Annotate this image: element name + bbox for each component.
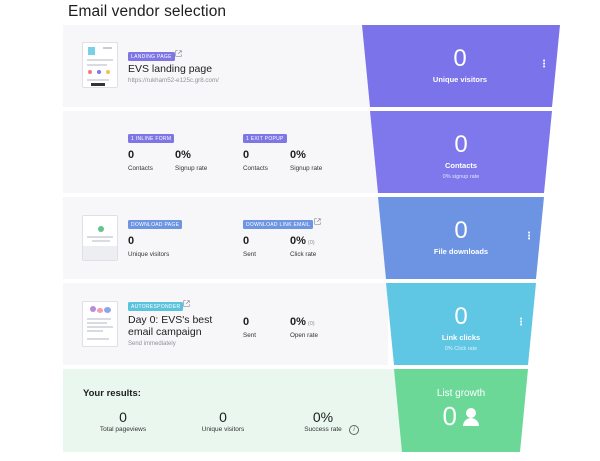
external-link-icon[interactable] <box>314 218 321 225</box>
page-title: Email vendor selection <box>68 3 227 20</box>
inline-contacts-value: 0 <box>128 149 135 161</box>
landing-page-row[interactable]: LANDING PAGE EVS landing page https://ru… <box>63 25 388 107</box>
stage1-text: 0 Unique visitors <box>400 45 520 85</box>
landing-page-badge: LANDING PAGE <box>128 52 175 61</box>
stage4-text: 0 Link clicks 0% Click rate <box>401 303 521 353</box>
person-icon <box>463 407 480 426</box>
success-rate-label: Success rate <box>304 426 342 433</box>
forms-row: 1 INLINE FORM 0 Contacts 0% Signup rate … <box>63 111 388 193</box>
inline-form-badge[interactable]: 1 INLINE FORM <box>128 134 175 143</box>
stage2-text: 0 Contacts 0% signup rate <box>401 131 521 181</box>
stage3-menu-icon[interactable]: ⋮ <box>524 231 534 242</box>
inline-contacts-label: Contacts <box>128 165 153 172</box>
stage3-label: File downloads <box>433 247 489 256</box>
stage4-value: 0 <box>454 303 468 330</box>
stage4-label: Link clicks <box>441 333 481 342</box>
results-title: Your results: <box>83 388 141 399</box>
download-row: DOWNLOAD PAGE 0 Unique visitors DOWNLOAD… <box>63 197 388 279</box>
stage2-value: 0 <box>454 131 468 158</box>
download-page-thumbnail[interactable] <box>82 215 118 261</box>
autoresponder-schedule: Send immediately <box>128 341 176 347</box>
unique-visitors-label: Unique visitors <box>201 426 245 433</box>
stage3-value: 0 <box>454 217 468 244</box>
exit-popup-badge[interactable]: 1 EXIT POPUP <box>243 134 287 143</box>
landing-page-title[interactable]: EVS landing page <box>128 63 213 75</box>
landing-page-thumbnail[interactable] <box>82 42 118 88</box>
funnel-stage-file-downloads[interactable] <box>378 197 544 279</box>
exit-signup-label: Signup rate <box>290 165 323 172</box>
landing-page-url[interactable]: https://rukham52-e125c.gr8.com/ <box>128 77 219 84</box>
exit-signup-value: 0% <box>290 149 306 161</box>
autoresponder-badge[interactable]: AUTORESPONDER <box>128 302 184 311</box>
stage5-label: List growth <box>436 388 486 399</box>
autoresponder-open-label: Open rate <box>290 332 319 339</box>
autoresponder-row: AUTORESPONDER Day 0: EVS's best email ca… <box>63 283 388 365</box>
download-visitors-label: Unique visitors <box>128 251 170 258</box>
autoresponder-thumbnail[interactable] <box>82 301 118 347</box>
exit-contacts-value: 0 <box>243 149 250 161</box>
download-sent-value: 0 <box>243 235 250 247</box>
download-link-email-badge[interactable]: DOWNLOAD LINK EMAIL <box>243 220 314 229</box>
info-icon[interactable]: i <box>349 425 359 435</box>
funnel-stage-list-growth[interactable] <box>394 369 528 452</box>
autoresponder-open-count: (0) <box>307 321 315 327</box>
funnel-stage-link-clicks[interactable] <box>386 283 536 365</box>
inline-signup-label: Signup rate <box>175 165 208 172</box>
download-sent-label: Sent <box>243 251 256 258</box>
funnel-stage-contacts[interactable] <box>370 111 552 193</box>
stage5-value: 0 <box>442 401 457 431</box>
total-pageviews-label: Total pageviews <box>99 426 147 433</box>
unique-visitors-value: 0 <box>219 409 227 425</box>
stage3-text: 0 File downloads <box>401 217 521 257</box>
external-link-icon[interactable] <box>175 50 182 57</box>
autoresponder-sent-value: 0 <box>243 316 250 328</box>
stage2-sub: 0% signup rate <box>442 174 480 180</box>
stage5-text: List growth 0 <box>401 388 521 432</box>
stage1-menu-icon[interactable]: ⋮ <box>539 59 549 70</box>
stage2-label: Contacts <box>444 161 478 170</box>
stage4-menu-icon[interactable]: ⋮ <box>516 317 526 328</box>
download-page-badge[interactable]: DOWNLOAD PAGE <box>128 220 183 229</box>
autoresponder-sent-label: Sent <box>243 332 256 339</box>
inline-signup-value: 0% <box>175 149 191 161</box>
download-visitors-value: 0 <box>128 235 135 247</box>
stage4-sub: 0% Click rate <box>444 346 478 352</box>
results-row: Your results: 0 Total pageviews 0 Unique… <box>63 369 403 452</box>
stage1-value: 0 <box>453 45 467 72</box>
exit-contacts-label: Contacts <box>243 165 268 172</box>
download-click-value: 0% (0) <box>290 235 315 247</box>
success-rate-value: 0% <box>312 409 334 425</box>
download-click-label: Click rate <box>290 251 317 258</box>
external-link-icon[interactable] <box>183 300 190 307</box>
autoresponder-open-value: 0% (0) <box>290 316 315 328</box>
total-pageviews-value: 0 <box>119 409 127 425</box>
autoresponder-title[interactable]: Day 0: EVS's best email campaign <box>128 314 213 338</box>
download-click-count: (0) <box>307 240 315 246</box>
funnel-stage-unique-visitors[interactable] <box>362 25 560 107</box>
stage1-label: Unique visitors <box>432 75 488 84</box>
